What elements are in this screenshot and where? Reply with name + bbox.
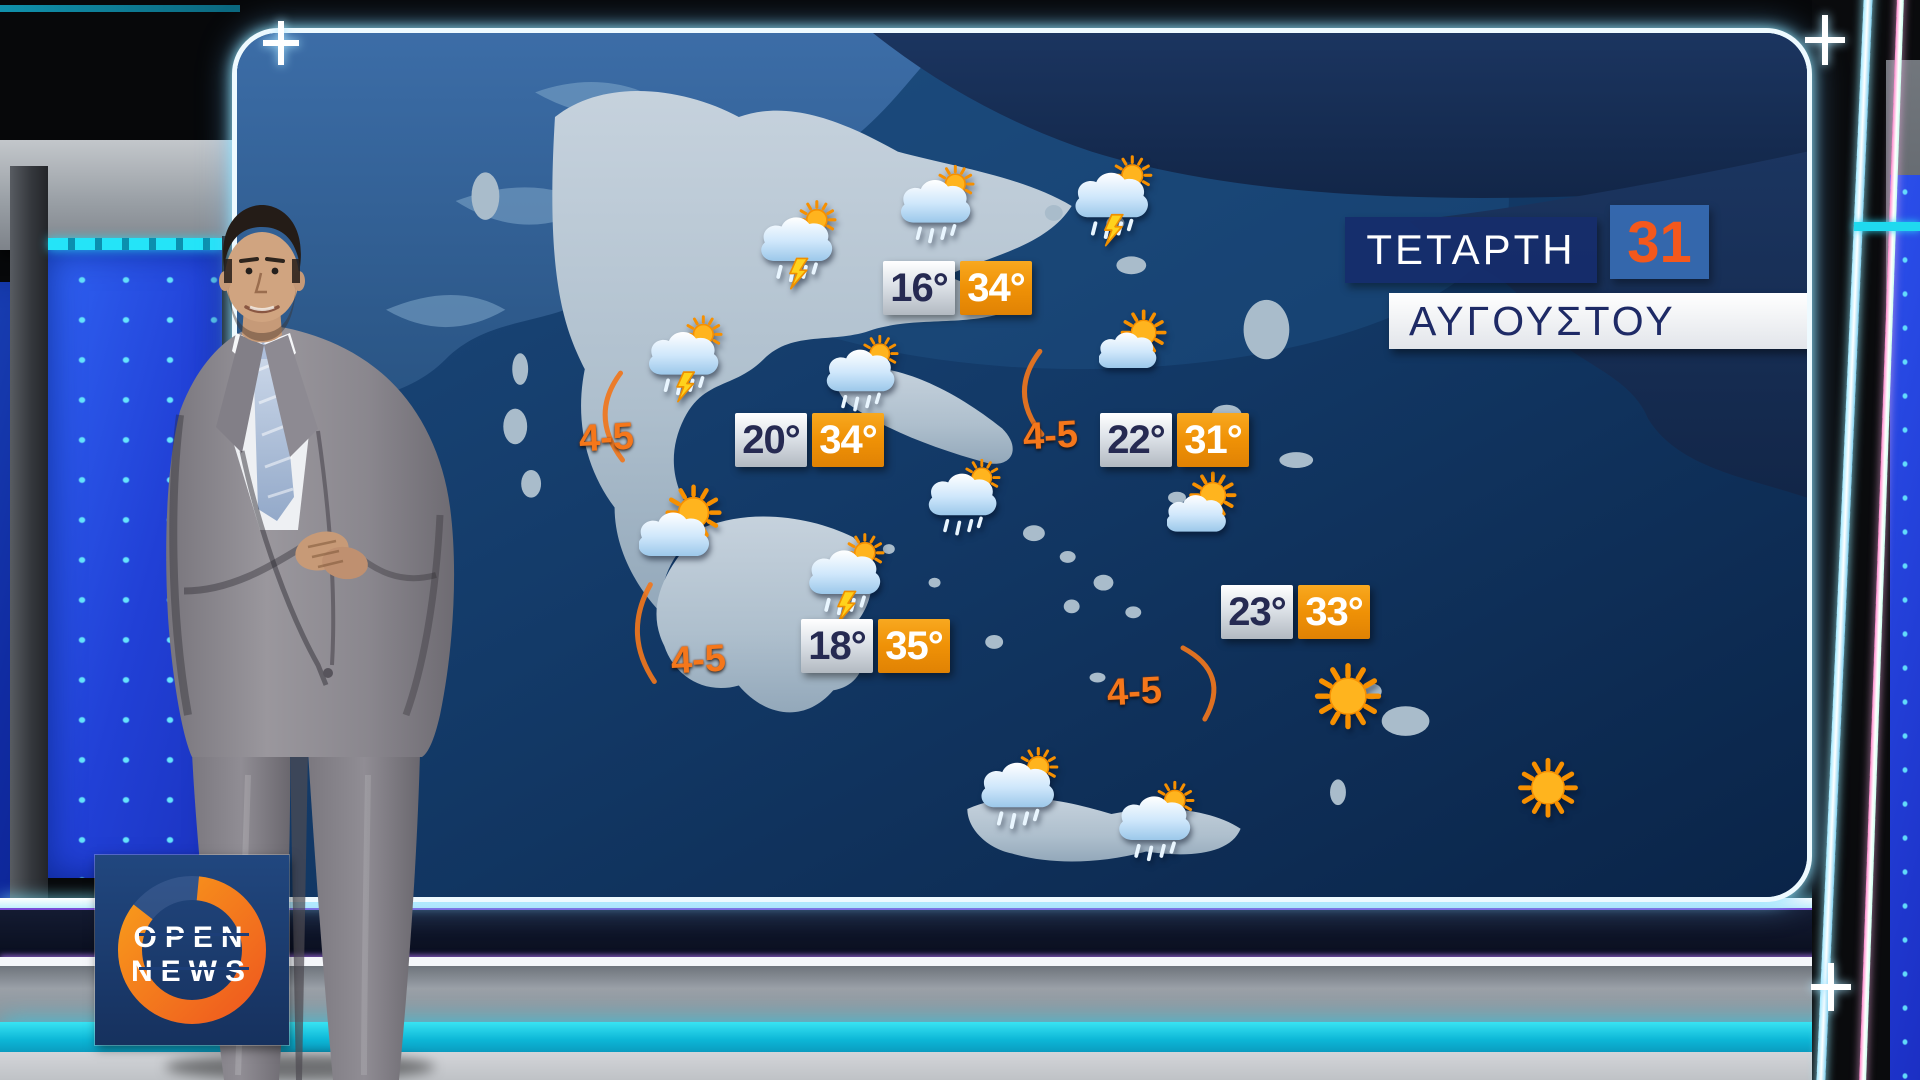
studio-light-strip-lower — [0, 957, 1920, 966]
frame-cross-top-left — [263, 21, 299, 65]
frame-cross-bottom-right — [1811, 963, 1851, 1011]
studio-right-cyan-line — [1854, 222, 1920, 231]
date-day-box: ΤΕΤΑΡΤΗ — [1345, 217, 1597, 283]
weather-presenter — [165, 205, 455, 1080]
led-panel-cyan-strip — [48, 238, 222, 250]
logo-orange-ring — [118, 876, 266, 1024]
logo-stencil-slice — [139, 967, 249, 970]
studio-grey-band — [0, 966, 1920, 1022]
date-month-bar: ΑΥΓΟΥΣΤΟΥ — [1389, 293, 1807, 349]
wind-arcs — [602, 348, 1217, 722]
studio-top-light — [0, 5, 240, 12]
open-news-logo: OPEN NEWS — [95, 855, 289, 1045]
frame-cross-top-right — [1805, 15, 1845, 65]
logo-text-open: OPEN — [133, 921, 250, 954]
logo-text-news: NEWS — [131, 955, 253, 988]
led-panel-right — [1890, 175, 1920, 1080]
led-panel-far-left — [0, 282, 10, 972]
logo-stencil-slice — [139, 933, 249, 936]
date-number-box: 31 — [1610, 205, 1709, 279]
studio-cyan-stripe — [0, 1022, 1920, 1052]
